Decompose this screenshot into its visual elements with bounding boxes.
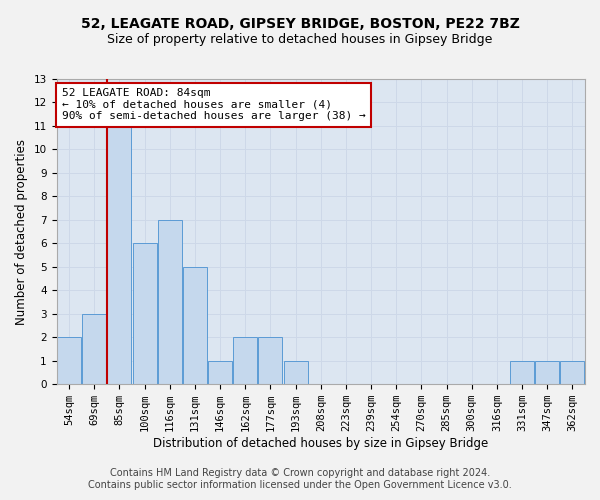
Bar bbox=[535, 360, 559, 384]
Bar bbox=[233, 338, 257, 384]
Text: Size of property relative to detached houses in Gipsey Bridge: Size of property relative to detached ho… bbox=[107, 32, 493, 46]
Bar bbox=[510, 360, 534, 384]
X-axis label: Distribution of detached houses by size in Gipsey Bridge: Distribution of detached houses by size … bbox=[153, 437, 488, 450]
Text: Contains HM Land Registry data © Crown copyright and database right 2024.
Contai: Contains HM Land Registry data © Crown c… bbox=[88, 468, 512, 490]
Text: 52 LEAGATE ROAD: 84sqm
← 10% of detached houses are smaller (4)
90% of semi-deta: 52 LEAGATE ROAD: 84sqm ← 10% of detached… bbox=[62, 88, 365, 122]
Y-axis label: Number of detached properties: Number of detached properties bbox=[15, 138, 28, 324]
Bar bbox=[82, 314, 106, 384]
Text: 52, LEAGATE ROAD, GIPSEY BRIDGE, BOSTON, PE22 7BZ: 52, LEAGATE ROAD, GIPSEY BRIDGE, BOSTON,… bbox=[80, 18, 520, 32]
Bar bbox=[208, 360, 232, 384]
Bar bbox=[259, 338, 283, 384]
Bar bbox=[560, 360, 584, 384]
Bar bbox=[57, 338, 81, 384]
Bar bbox=[107, 126, 131, 384]
Bar bbox=[158, 220, 182, 384]
Bar bbox=[183, 267, 207, 384]
Bar bbox=[284, 360, 308, 384]
Bar bbox=[133, 244, 157, 384]
